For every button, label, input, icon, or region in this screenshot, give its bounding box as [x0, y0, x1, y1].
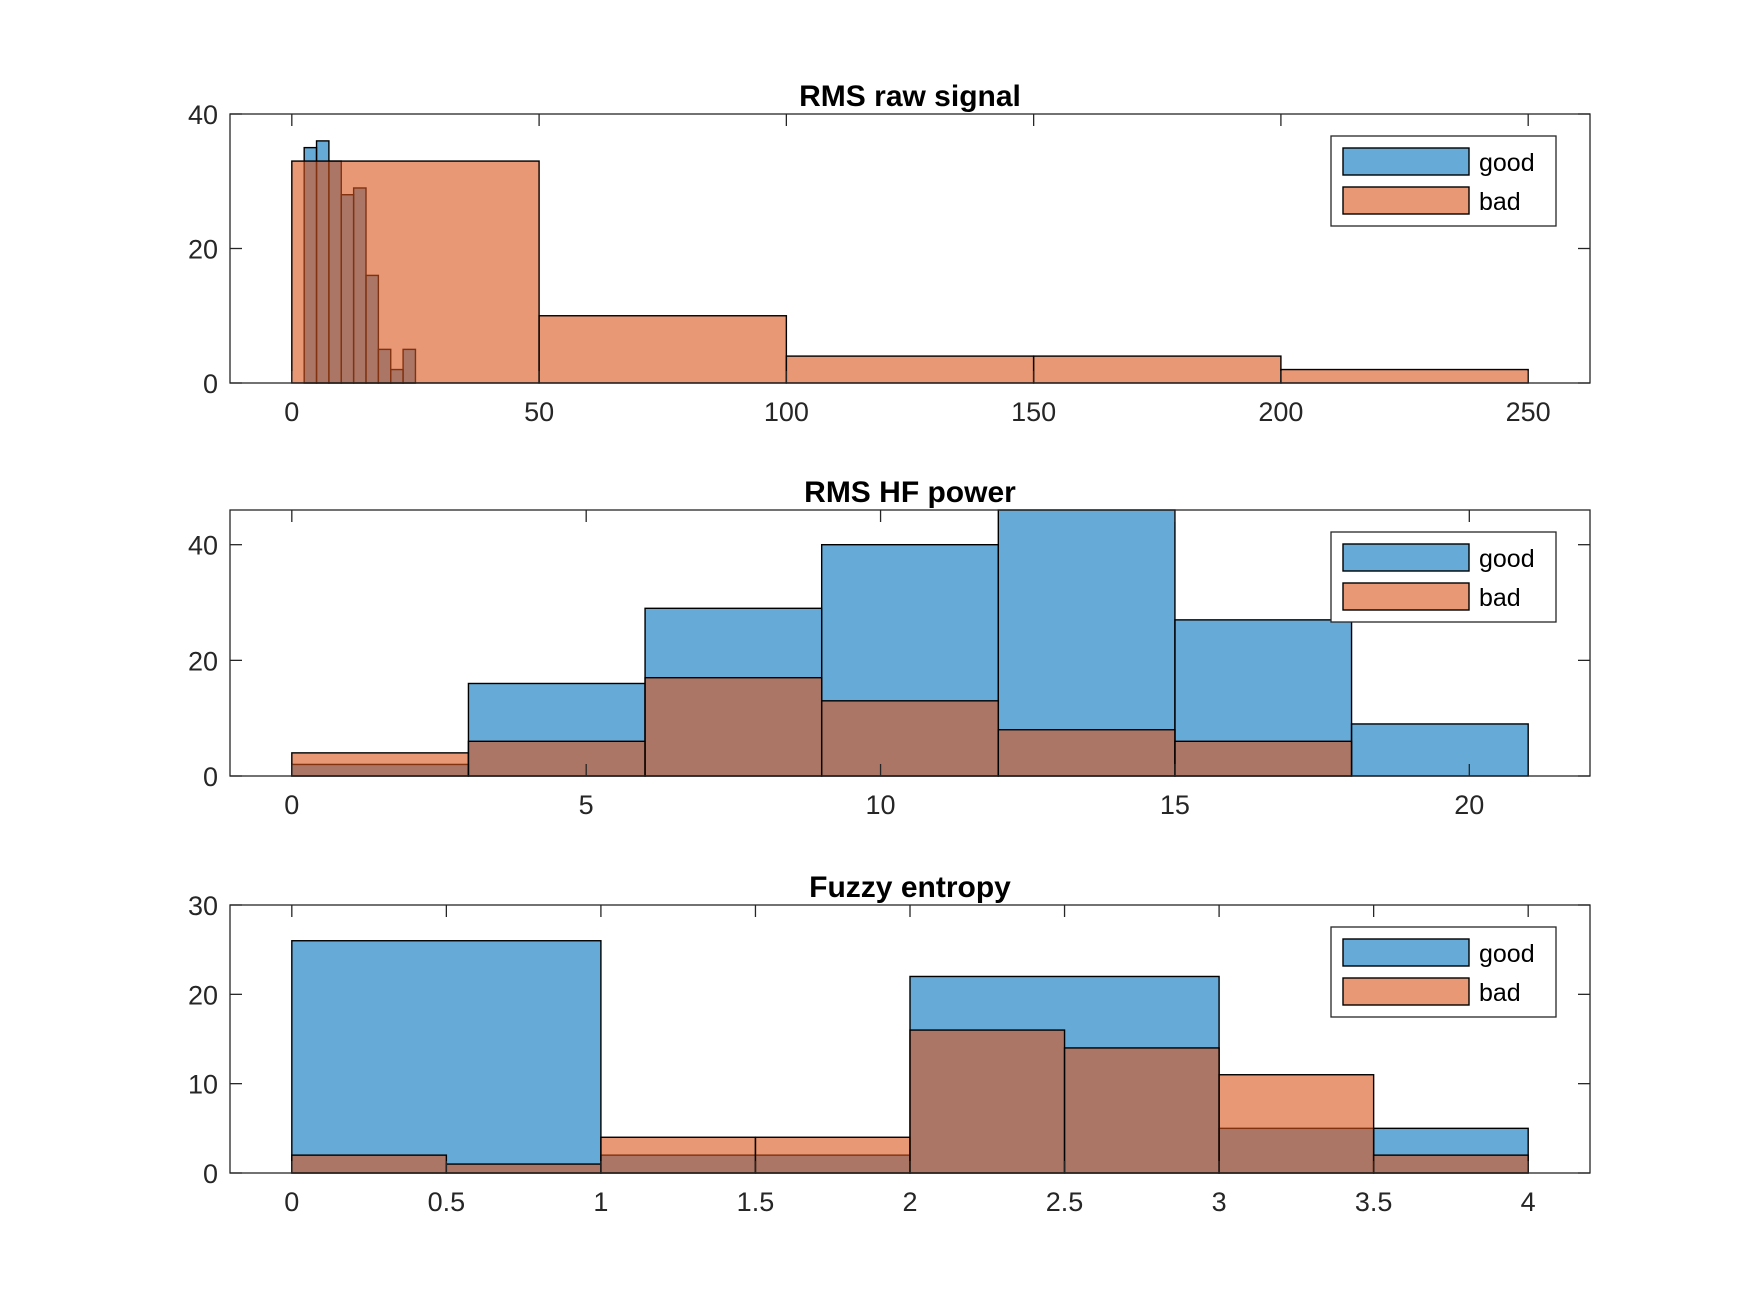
y-tick-label: 20 — [188, 980, 218, 1010]
x-tick-label: 1 — [593, 1187, 608, 1217]
y-tick-label: 40 — [188, 531, 218, 561]
legend-swatch-good — [1342, 938, 1470, 967]
legend-swatch-good — [1342, 543, 1470, 572]
legend-label-bad: bad — [1479, 584, 1521, 612]
bar-bad-8 — [1372, 1154, 1529, 1174]
y-tick-label: 20 — [188, 646, 218, 676]
bar-bad-2 — [538, 315, 788, 384]
y-tick-label: 30 — [188, 891, 218, 921]
x-tick-label: 20 — [1454, 790, 1484, 820]
legend-label-good: good — [1479, 940, 1535, 968]
legend-label-good: good — [1479, 545, 1535, 573]
legend: good bad — [1330, 531, 1557, 623]
legend-label-bad: bad — [1479, 979, 1521, 1007]
legend-swatch-bad — [1342, 977, 1470, 1006]
x-tick-label: 3.5 — [1355, 1187, 1393, 1217]
bar-bad-1 — [291, 1154, 448, 1174]
bar-bad-4 — [820, 700, 1000, 777]
x-tick-label: 200 — [1258, 397, 1303, 427]
bar-bad-6 — [1174, 740, 1353, 777]
x-tick-label: 0 — [284, 790, 299, 820]
x-tick-label: 0 — [284, 1187, 299, 1217]
legend-swatch-bad — [1342, 186, 1470, 215]
legend: good bad — [1330, 926, 1557, 1018]
y-tick-label: 20 — [188, 235, 218, 265]
bar-bad-7 — [1218, 1074, 1375, 1174]
bar-bad-4 — [754, 1136, 911, 1174]
y-tick-label: 10 — [188, 1070, 218, 1100]
x-tick-label: 0 — [284, 397, 299, 427]
x-tick-label: 2 — [902, 1187, 917, 1217]
bar-bad-3 — [600, 1136, 757, 1174]
chart-title: Fuzzy entropy — [809, 871, 1011, 904]
bar-bad-5 — [1280, 368, 1529, 384]
x-tick-label: 10 — [866, 790, 896, 820]
bar-bad-3 — [785, 355, 1035, 384]
legend-label-good: good — [1479, 149, 1535, 177]
chart-title: RMS raw signal — [799, 80, 1021, 113]
bar-bad-2 — [445, 1163, 602, 1174]
subplot-3: 0 0.5 1 1.5 2 2.5 3 3.5 4 0 10 20 30 Fuzzy entropy goo… — [188, 871, 1591, 1217]
bar-bad-1 — [291, 752, 470, 777]
x-tick-label: 15 — [1160, 790, 1190, 820]
x-tick-label: 0.5 — [428, 1187, 466, 1217]
x-tick-label: 250 — [1506, 397, 1551, 427]
bar-bad-1 — [291, 160, 540, 384]
series-bad — [291, 676, 1353, 777]
series-bad — [291, 160, 1529, 384]
axes-box — [229, 509, 1591, 777]
x-tick-label: 50 — [524, 397, 554, 427]
chart-title: RMS HF power — [804, 476, 1016, 509]
legend-swatch-bad — [1342, 582, 1470, 611]
bar-bad-5 — [909, 1029, 1066, 1174]
y-tick-label: 0 — [203, 369, 218, 399]
x-tick-label: 3 — [1212, 1187, 1227, 1217]
y-tick-label: 0 — [203, 1159, 218, 1189]
subplot-2: 0 5 10 15 20 0 20 40 RMS HF power good bad — [188, 476, 1591, 820]
x-tick-label: 5 — [579, 790, 594, 820]
x-tick-label: 4 — [1521, 1187, 1536, 1217]
x-tick-label: 1.5 — [737, 1187, 775, 1217]
x-tick-label: 2.5 — [1046, 1187, 1084, 1217]
legend-label-bad: bad — [1479, 188, 1521, 216]
y-tick-label: 40 — [188, 100, 218, 130]
legend: good bad — [1330, 135, 1557, 227]
x-tick-label: 150 — [1011, 397, 1056, 427]
bar-bad-5 — [997, 729, 1176, 777]
bar-bad-4 — [1032, 355, 1282, 384]
bar-bad-6 — [1063, 1047, 1220, 1174]
bar-good-1 — [291, 940, 602, 1174]
bar-good-7 — [1350, 723, 1529, 777]
legend-swatch-good — [1342, 147, 1470, 176]
bar-bad-2 — [467, 740, 646, 777]
x-tick-label: 100 — [764, 397, 809, 427]
y-tick-label: 0 — [203, 762, 218, 792]
subplot-1: 0 50 100 150 200 250 0 20 40 RMS raw signal good ba… — [188, 80, 1591, 427]
bar-bad-3 — [644, 676, 823, 777]
